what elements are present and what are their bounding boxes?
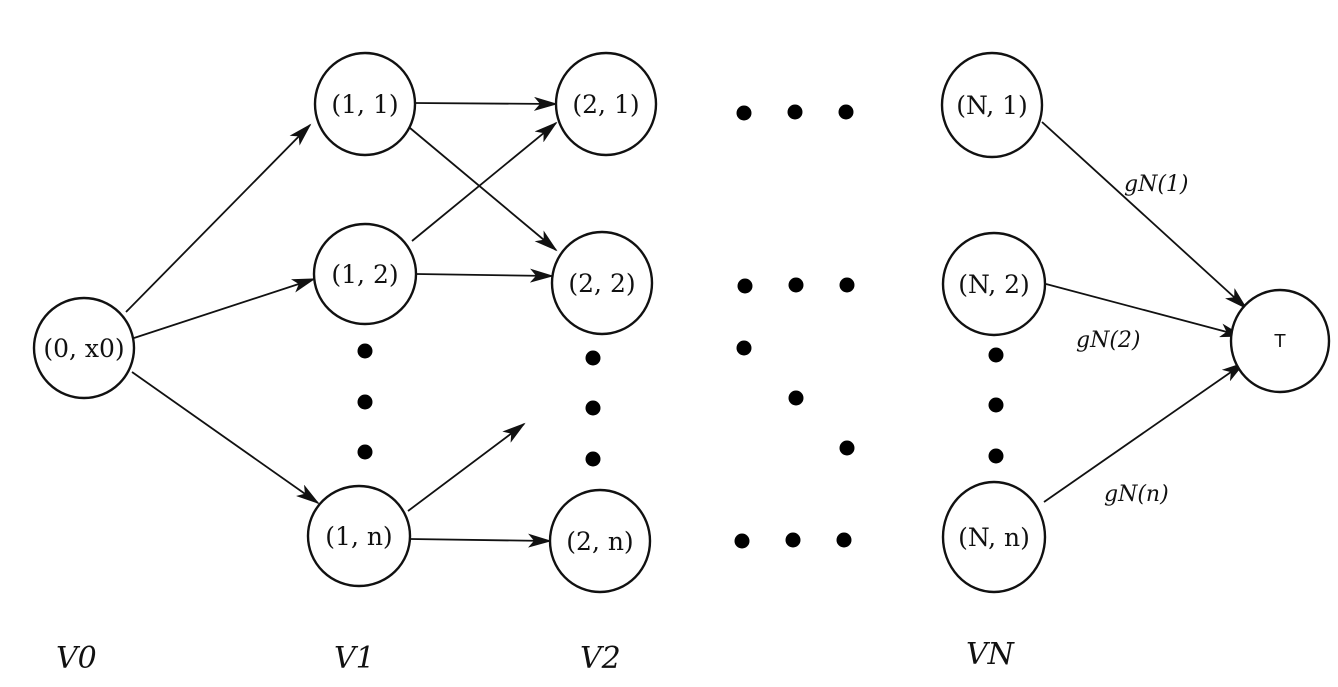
dot — [839, 277, 855, 293]
layer-label-v2: V2 — [580, 641, 621, 676]
dot — [357, 444, 373, 460]
edge-N-n-to-terminal — [1043, 361, 1246, 503]
dot — [585, 451, 601, 467]
edge-label-gN1: gN(1) — [1124, 172, 1189, 197]
dot — [585, 400, 601, 416]
edge-label-gN2: gN(2) — [1076, 328, 1141, 353]
node-label: (1, 2) — [331, 260, 398, 289]
edge-1-n-to-dots — [407, 422, 526, 512]
node-label: (2, 1) — [572, 90, 639, 119]
layer-label-v1: V1 — [334, 641, 375, 676]
dot — [787, 104, 803, 120]
dot — [988, 448, 1004, 464]
ellipsis-dots — [357, 104, 1004, 549]
dot — [788, 390, 804, 406]
node-N-1: (N, 1) — [940, 51, 1044, 159]
node-1-n: (1, n) — [306, 484, 412, 588]
node-label: T — [1274, 331, 1287, 352]
edge-0-to-1-1 — [125, 123, 312, 313]
dot — [734, 533, 750, 549]
node-label: (N, 2) — [958, 270, 1030, 299]
node-N-2: (N, 2) — [941, 231, 1047, 337]
edge-1-1-to-2-2 — [409, 127, 558, 252]
dot — [788, 277, 804, 293]
edge-1-1-to-2-1 — [413, 96, 558, 111]
edges — [125, 96, 1248, 548]
dot — [988, 347, 1004, 363]
dot — [737, 278, 753, 294]
node-0-x0: (0, x0) — [32, 296, 136, 400]
layer-label-vN: VN — [966, 637, 1016, 672]
node-label: (N, n) — [958, 523, 1030, 552]
node-terminal: T — [1229, 288, 1331, 394]
layer-label-v0: V0 — [56, 641, 97, 676]
dot — [988, 397, 1004, 413]
dot — [357, 394, 373, 410]
dot — [785, 532, 801, 548]
node-label: (0, x0) — [43, 334, 124, 363]
edge-0-to-1-n — [131, 371, 320, 505]
node-N-n: (N, n) — [941, 480, 1047, 594]
dot — [585, 350, 601, 366]
dot — [736, 105, 752, 121]
node-label: (2, 2) — [568, 269, 635, 298]
node-label: (1, n) — [325, 522, 392, 551]
dot — [357, 343, 373, 359]
node-label: (N, 1) — [956, 91, 1028, 120]
edge-1-2-to-2-2 — [415, 268, 554, 283]
edge-N-1-to-terminal — [1041, 121, 1248, 310]
edge-N-2-to-terminal — [1045, 283, 1244, 338]
node-label: (2, n) — [566, 527, 633, 556]
dot — [838, 104, 854, 120]
node-label: (1, 1) — [331, 90, 398, 119]
dot — [736, 340, 752, 356]
edge-1-n-to-2-n — [409, 533, 552, 548]
edge-label-gNn: gN(n) — [1104, 482, 1169, 507]
edge-1-2-to-2-1 — [411, 121, 558, 242]
node-2-1: (2, 1) — [554, 51, 658, 157]
node-1-1: (1, 1) — [313, 51, 417, 157]
dot — [836, 532, 852, 548]
node-2-n: (2, n) — [548, 488, 652, 594]
dot — [839, 440, 855, 456]
edge-0-to-1-2 — [133, 278, 316, 339]
node-2-2: (2, 2) — [550, 230, 654, 336]
node-1-2: (1, 2) — [312, 222, 418, 326]
